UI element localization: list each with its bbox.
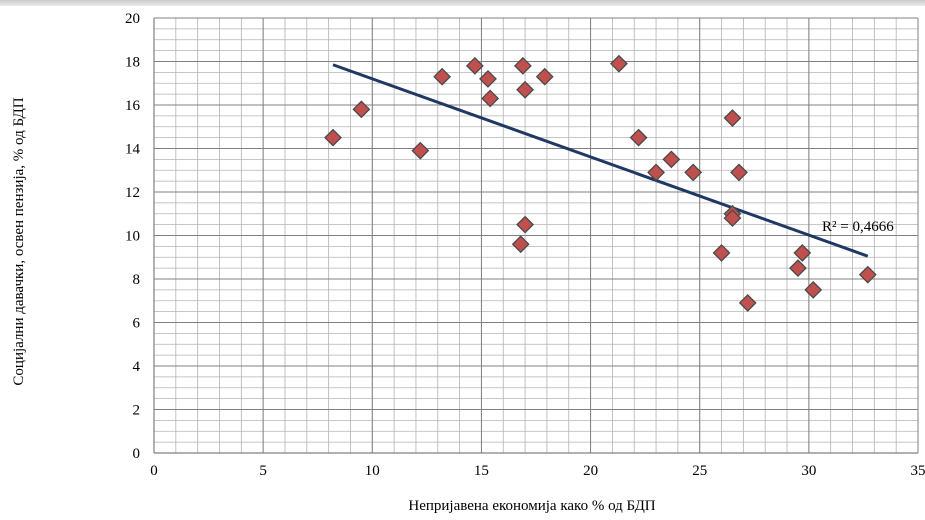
data-point <box>662 150 681 169</box>
data-point <box>324 128 342 147</box>
data-point <box>511 235 530 254</box>
y-tick-label: 4 <box>133 359 141 375</box>
x-tick-label: 15 <box>474 463 489 479</box>
major-gridlines <box>153 17 919 454</box>
data-point <box>352 100 371 119</box>
data-point <box>647 163 665 182</box>
x-tick-label: 20 <box>583 463 598 479</box>
data-point <box>516 80 535 99</box>
data-point <box>789 259 807 278</box>
y-tick-label: 14 <box>125 142 141 158</box>
y-tick-labels: 0 2 4 6 8 10 12 14 16 18 20 <box>125 11 141 462</box>
data-point <box>684 163 703 182</box>
data-point <box>730 163 748 182</box>
data-point <box>479 69 497 88</box>
x-tick-label: 0 <box>150 463 158 479</box>
y-tick-label: 12 <box>125 185 140 201</box>
y-tick-label: 2 <box>133 403 141 419</box>
data-points <box>324 54 877 312</box>
data-point <box>712 243 731 262</box>
data-point <box>535 67 554 86</box>
y-tick-label: 18 <box>125 55 140 71</box>
x-axis-title: Непријавена економија како % од БДП <box>408 498 655 514</box>
data-point <box>858 265 877 284</box>
x-tick-label: 25 <box>692 463 707 479</box>
trendline <box>332 63 869 258</box>
y-tick-label: 6 <box>133 316 141 332</box>
data-point <box>738 294 757 312</box>
data-point <box>629 128 648 147</box>
x-tick-label: 30 <box>801 463 816 479</box>
data-point <box>481 89 500 108</box>
y-tick-label: 0 <box>133 446 141 462</box>
data-point <box>723 109 742 127</box>
y-tick-label: 10 <box>125 229 140 245</box>
y-tick-label: 16 <box>125 98 141 114</box>
data-point <box>723 209 742 228</box>
r-squared-label: R² = 0,4666 <box>822 219 894 235</box>
data-point <box>433 67 452 86</box>
data-point <box>610 54 628 73</box>
data-point <box>804 280 823 299</box>
x-tick-labels: 0 5 10 15 20 25 30 35 <box>150 463 925 479</box>
x-tick-label: 5 <box>259 463 267 479</box>
y-tick-label: 8 <box>133 272 141 288</box>
y-tick-label: 20 <box>125 11 140 27</box>
x-tick-label: 10 <box>365 463 380 479</box>
y-axis-title: Социјални давачки, освен пензија, % од Б… <box>11 97 27 385</box>
data-point <box>513 56 532 75</box>
data-point <box>516 215 535 234</box>
data-point <box>465 56 484 75</box>
data-point <box>411 141 430 160</box>
x-tick-label: 35 <box>911 463 925 479</box>
window-top-bar <box>0 0 925 6</box>
data-point <box>793 243 812 262</box>
